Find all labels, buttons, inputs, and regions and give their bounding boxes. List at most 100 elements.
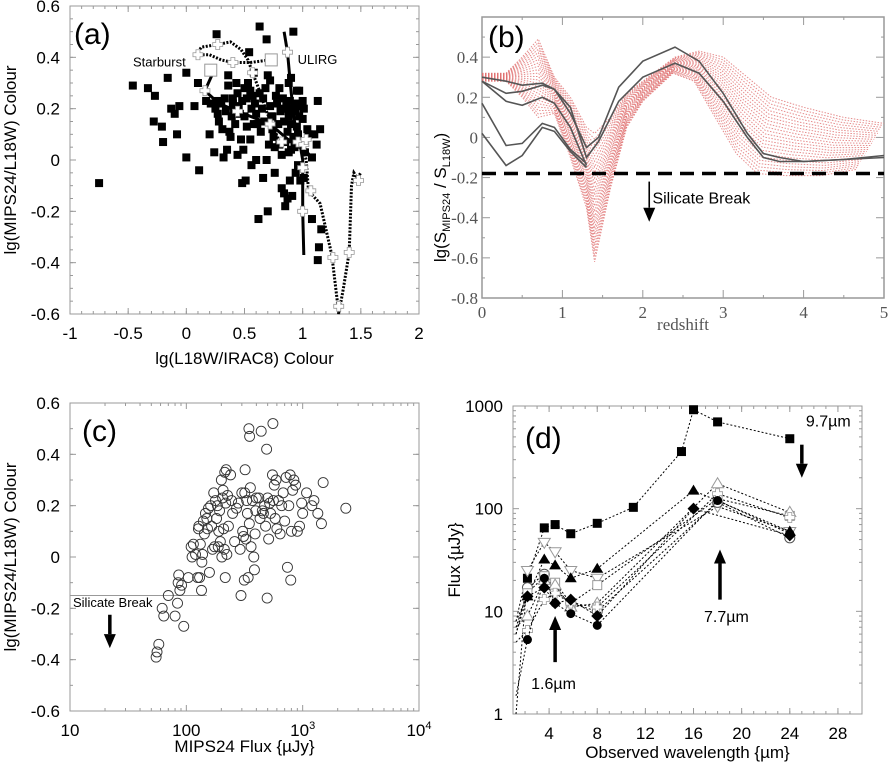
data-point-square <box>294 161 303 170</box>
panel-c-ticks: 10 100 103 104 -0.6 -0.4 -0.2 0 0.2 0.4 0.6 <box>31 394 432 740</box>
red-model-track <box>482 51 880 157</box>
data-point-square <box>182 153 191 162</box>
panel-d-series <box>515 405 797 715</box>
track-cross-marker <box>282 46 293 58</box>
data-point-circle <box>194 572 206 583</box>
x-tick-label: 2 <box>639 303 648 322</box>
x-tick-label: 8 <box>593 724 602 743</box>
red-model-track <box>482 38 885 135</box>
data-point-square <box>294 130 303 139</box>
data-point-square <box>250 99 259 108</box>
marker-filled-square <box>676 447 686 457</box>
red-model-track <box>482 72 856 263</box>
data-point-square <box>299 173 308 182</box>
ulirg-annotation: ULIRG <box>298 52 338 67</box>
black-template-track <box>481 80 588 166</box>
marker-filled-diamond <box>687 502 700 515</box>
data-point-square <box>210 148 219 157</box>
panel-b-red-series <box>482 38 885 263</box>
y-tick-label: 0.2 <box>457 88 478 107</box>
marker-filled-circle <box>566 609 576 619</box>
track-cross-marker <box>192 49 204 61</box>
data-point-circle <box>196 584 207 596</box>
y-tick-label: 1000 <box>465 397 503 416</box>
x-tick-label: 0 <box>182 324 191 343</box>
data-point-square <box>175 102 184 111</box>
data-point-circle <box>297 507 309 519</box>
data-point-square <box>283 194 292 203</box>
series-line-filled-circle <box>515 499 791 696</box>
data-point-square <box>211 104 220 113</box>
data-point-square <box>240 84 249 93</box>
data-point-square <box>295 86 304 95</box>
x-tick-label: 12 <box>636 724 655 743</box>
x-tick-superscript: 4 <box>425 720 431 732</box>
data-point-square <box>245 48 254 57</box>
black-template-track <box>481 62 885 163</box>
data-point-circle <box>288 474 300 486</box>
data-point-circle <box>196 556 208 568</box>
marker-open-square <box>592 580 603 591</box>
data-point-circle <box>203 566 215 578</box>
track-cross-marker <box>353 175 364 186</box>
marker-filled-circle <box>522 635 532 645</box>
data-point-square <box>287 120 296 129</box>
y-tick-label: 0.2 <box>36 497 60 516</box>
data-point-circle <box>248 551 260 563</box>
ylabel-part: lg(S <box>431 232 450 262</box>
data-point-square <box>248 91 257 100</box>
data-point-circle <box>212 541 224 553</box>
data-point-square <box>284 112 293 121</box>
data-point-square <box>249 120 258 129</box>
wavelength-arrow-1-head <box>713 549 726 564</box>
x-tick-label: 20 <box>732 724 751 743</box>
marker-filled-circle <box>539 573 549 583</box>
data-point-circle <box>263 533 275 545</box>
marker-filled-triangle <box>687 484 700 495</box>
data-point-circle <box>243 423 255 435</box>
red-model-track <box>482 70 860 246</box>
black-template-track <box>481 102 588 165</box>
data-point-square <box>291 107 300 116</box>
data-point-circle <box>231 502 242 514</box>
data-point-square <box>262 35 271 44</box>
x-tick-label: 4 <box>799 303 808 322</box>
x-tick-label: 10 <box>61 721 80 740</box>
marker-open-cross <box>784 512 796 523</box>
track-cross-marker <box>297 162 309 174</box>
data-point-circle <box>226 495 238 506</box>
data-point-circle <box>290 479 302 491</box>
data-point-square <box>247 104 256 113</box>
data-point-square <box>252 109 261 118</box>
data-point-square <box>300 148 309 157</box>
data-point-square <box>195 166 204 175</box>
panel-c-down-arrow <box>103 614 116 649</box>
wavelength-arrow-0-head <box>795 463 808 478</box>
data-point-circle <box>340 502 352 514</box>
track-cross-marker <box>327 252 339 263</box>
marker-filled-triangle <box>591 562 604 573</box>
data-point-circle <box>187 538 199 550</box>
data-point-square <box>289 27 298 36</box>
data-point-square <box>149 117 158 126</box>
data-point-square <box>214 117 223 126</box>
data-point-square <box>242 94 251 103</box>
silicate-break-arrow-head <box>103 634 116 649</box>
data-point-circle <box>237 525 249 537</box>
marker-filled-triangle <box>549 559 562 570</box>
marker-open-down-triangle <box>563 565 578 578</box>
annotation-1-6um: 1.6µm <box>531 676 576 693</box>
data-point-square <box>252 156 261 164</box>
data-point-circle <box>172 597 183 609</box>
y-tick-label: 0.4 <box>457 48 479 67</box>
panel-b-black-series <box>481 46 885 169</box>
data-point-circle <box>257 507 269 519</box>
data-point-circle <box>243 518 255 530</box>
panel-c-x-axis-title: MIPS24 Flux {µJy} <box>174 737 315 756</box>
panel-a-x-axis-title: lg(L18W/IRAC8) Colour <box>155 349 334 368</box>
data-point-circle <box>219 572 231 583</box>
marker-open-cross <box>538 594 550 606</box>
data-point-circle <box>250 492 262 504</box>
data-point-square <box>237 135 246 144</box>
x-tick-label: 0 <box>478 303 487 322</box>
